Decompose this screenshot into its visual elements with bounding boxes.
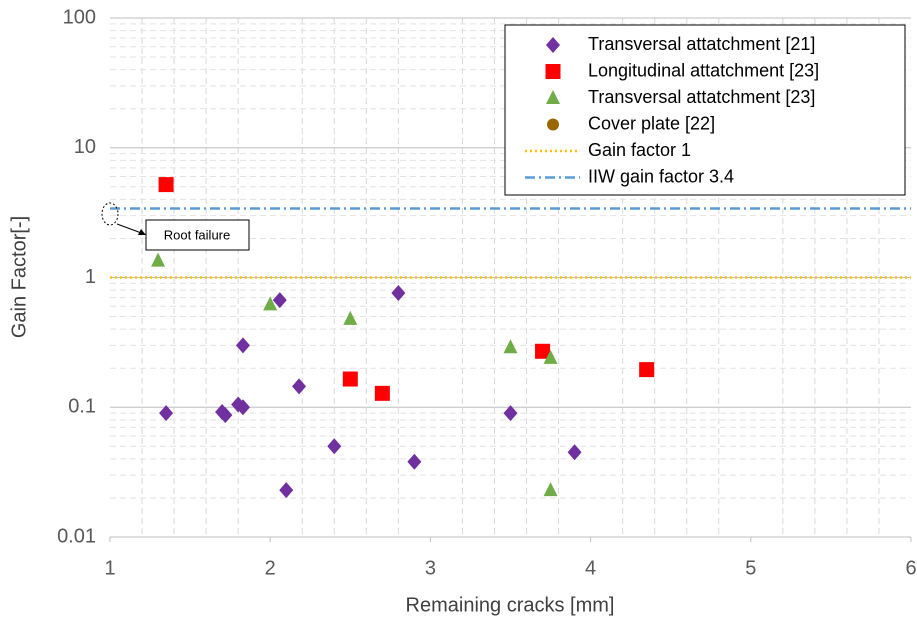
- data-point: [343, 310, 358, 325]
- data-point: [158, 177, 174, 193]
- root-failure-annotation: Root failure: [101, 202, 250, 251]
- data-point: [639, 362, 655, 378]
- x-axis-title: Remaining cracks [mm]: [406, 594, 615, 616]
- data-point: [263, 296, 278, 311]
- legend-marker: [546, 37, 560, 53]
- y-axis-title: Gain Factor[-]: [8, 216, 30, 338]
- annotation-circle: [101, 202, 119, 226]
- data-point: [503, 405, 518, 422]
- data-point: [159, 405, 174, 422]
- y-tick-label: 100: [63, 6, 96, 28]
- data-point: [327, 438, 342, 455]
- y-tick-label: 10: [74, 136, 96, 158]
- legend: Transversal attatchment [21] Longitudinal…: [504, 24, 906, 196]
- data-point: [292, 378, 307, 395]
- data-point: [279, 482, 294, 499]
- data-point: [218, 407, 233, 424]
- data-point: [535, 343, 551, 359]
- x-tick-label: 3: [425, 557, 436, 579]
- x-tick-label: 1: [104, 557, 115, 579]
- data-point: [391, 284, 406, 301]
- data-point: [235, 399, 250, 416]
- legend-box: [504, 24, 906, 196]
- x-tick-label: 6: [905, 557, 916, 579]
- data-point: [342, 371, 358, 387]
- legend-label: Cover plate [22]: [588, 113, 715, 133]
- legend-marker: [546, 90, 560, 104]
- x-tick-label: 5: [745, 557, 756, 579]
- data-point: [407, 453, 422, 470]
- legend-label: Gain factor 1: [588, 140, 691, 160]
- annotation-box: [145, 219, 250, 251]
- x-tick-label: 4: [585, 557, 596, 579]
- legend-label: Longitudinal attatchment [23]: [588, 60, 819, 80]
- y-tick-label: 0.1: [68, 396, 96, 418]
- legend-label: IIW gain factor 3.4: [588, 166, 734, 186]
- data-point: [503, 339, 518, 354]
- y-tick-label: 0.01: [57, 525, 96, 547]
- x-tick-label: 2: [265, 557, 276, 579]
- data-point: [543, 349, 558, 364]
- annotation-text: Root failure: [164, 227, 230, 242]
- data-point: [543, 482, 558, 497]
- data-point: [272, 292, 287, 309]
- data-point: [374, 385, 390, 401]
- y-tick-label: 1: [85, 266, 96, 288]
- data-point: [235, 337, 250, 354]
- data-point: [151, 252, 166, 267]
- legend-label: Transversal attatchment [21]: [588, 34, 815, 54]
- data-point: [567, 444, 582, 461]
- legend-marker: [545, 64, 561, 79]
- arrow-head: [138, 229, 146, 235]
- legend-marker: [547, 118, 559, 131]
- legend-label: Transversal attatchment [23]: [588, 87, 815, 107]
- marks: [110, 177, 911, 499]
